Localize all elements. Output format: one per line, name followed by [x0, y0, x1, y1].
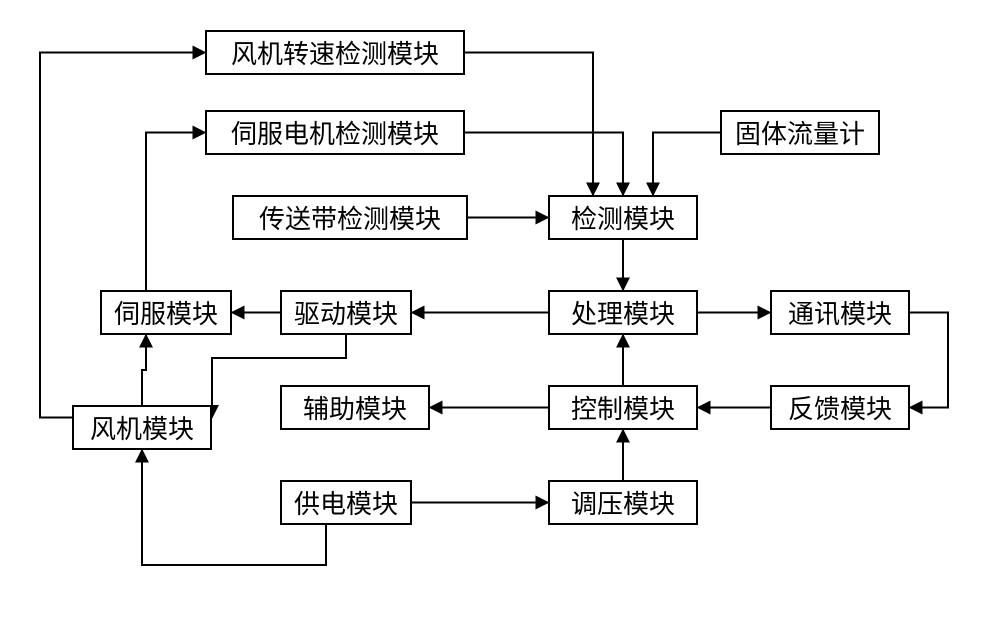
node-label: 风机模块	[90, 409, 194, 446]
edge-solid_flowmeter-to-detect_module	[653, 133, 720, 196]
node-power_module: 供电模块	[280, 480, 412, 525]
node-voltage_module: 调压模块	[548, 480, 698, 525]
node-aux_module: 辅助模块	[280, 385, 430, 430]
node-fan_speed_detect: 风机转速检测模块	[205, 30, 465, 75]
edge-fan_module-to-servo_module	[142, 335, 146, 405]
node-label: 检测模块	[571, 199, 675, 236]
node-servo_motor_detect: 伺服电机检测模块	[205, 110, 465, 155]
edge-servo_motor_detect-to-detect_module	[465, 133, 623, 196]
node-drive_module: 驱动模块	[280, 290, 412, 335]
node-conveyor_detect: 传送带检测模块	[232, 195, 468, 240]
node-solid_flowmeter: 固体流量计	[720, 110, 880, 155]
node-label: 处理模块	[571, 294, 675, 331]
node-detect_module: 检测模块	[548, 195, 698, 240]
edge-comm_module-to-feedback_module	[910, 313, 948, 408]
diagram-canvas: 风机转速检测模块伺服电机检测模块 固体流量计传送带检测模块 检测模块伺服模块 驱动模块…	[0, 0, 1000, 625]
node-label: 控制模块	[571, 389, 675, 426]
node-label: 伺服电机检测模块	[231, 114, 439, 151]
node-control_module: 控制模块	[548, 385, 698, 430]
node-label: 通讯模块	[788, 294, 892, 331]
edge-fan_module-to-fan_speed_detect	[40, 53, 205, 418]
node-fan_module: 风机模块	[72, 405, 212, 450]
node-label: 固体流量计	[735, 114, 865, 151]
node-servo_module: 伺服模块	[100, 290, 232, 335]
edge-fan_speed_detect-to-detect_module	[465, 53, 593, 196]
edge-servo_module-to-servo_motor_detect	[146, 133, 205, 291]
node-label: 辅助模块	[303, 389, 407, 426]
node-comm_module: 通讯模块	[770, 290, 910, 335]
node-label: 调压模块	[571, 484, 675, 521]
node-label: 驱动模块	[294, 294, 398, 331]
node-label: 传送带检测模块	[259, 199, 441, 236]
node-label: 供电模块	[294, 484, 398, 521]
node-feedback_module: 反馈模块	[770, 385, 910, 430]
node-label: 反馈模块	[788, 389, 892, 426]
node-process_module: 处理模块	[548, 290, 698, 335]
node-label: 风机转速检测模块	[231, 34, 439, 71]
node-label: 伺服模块	[114, 294, 218, 331]
